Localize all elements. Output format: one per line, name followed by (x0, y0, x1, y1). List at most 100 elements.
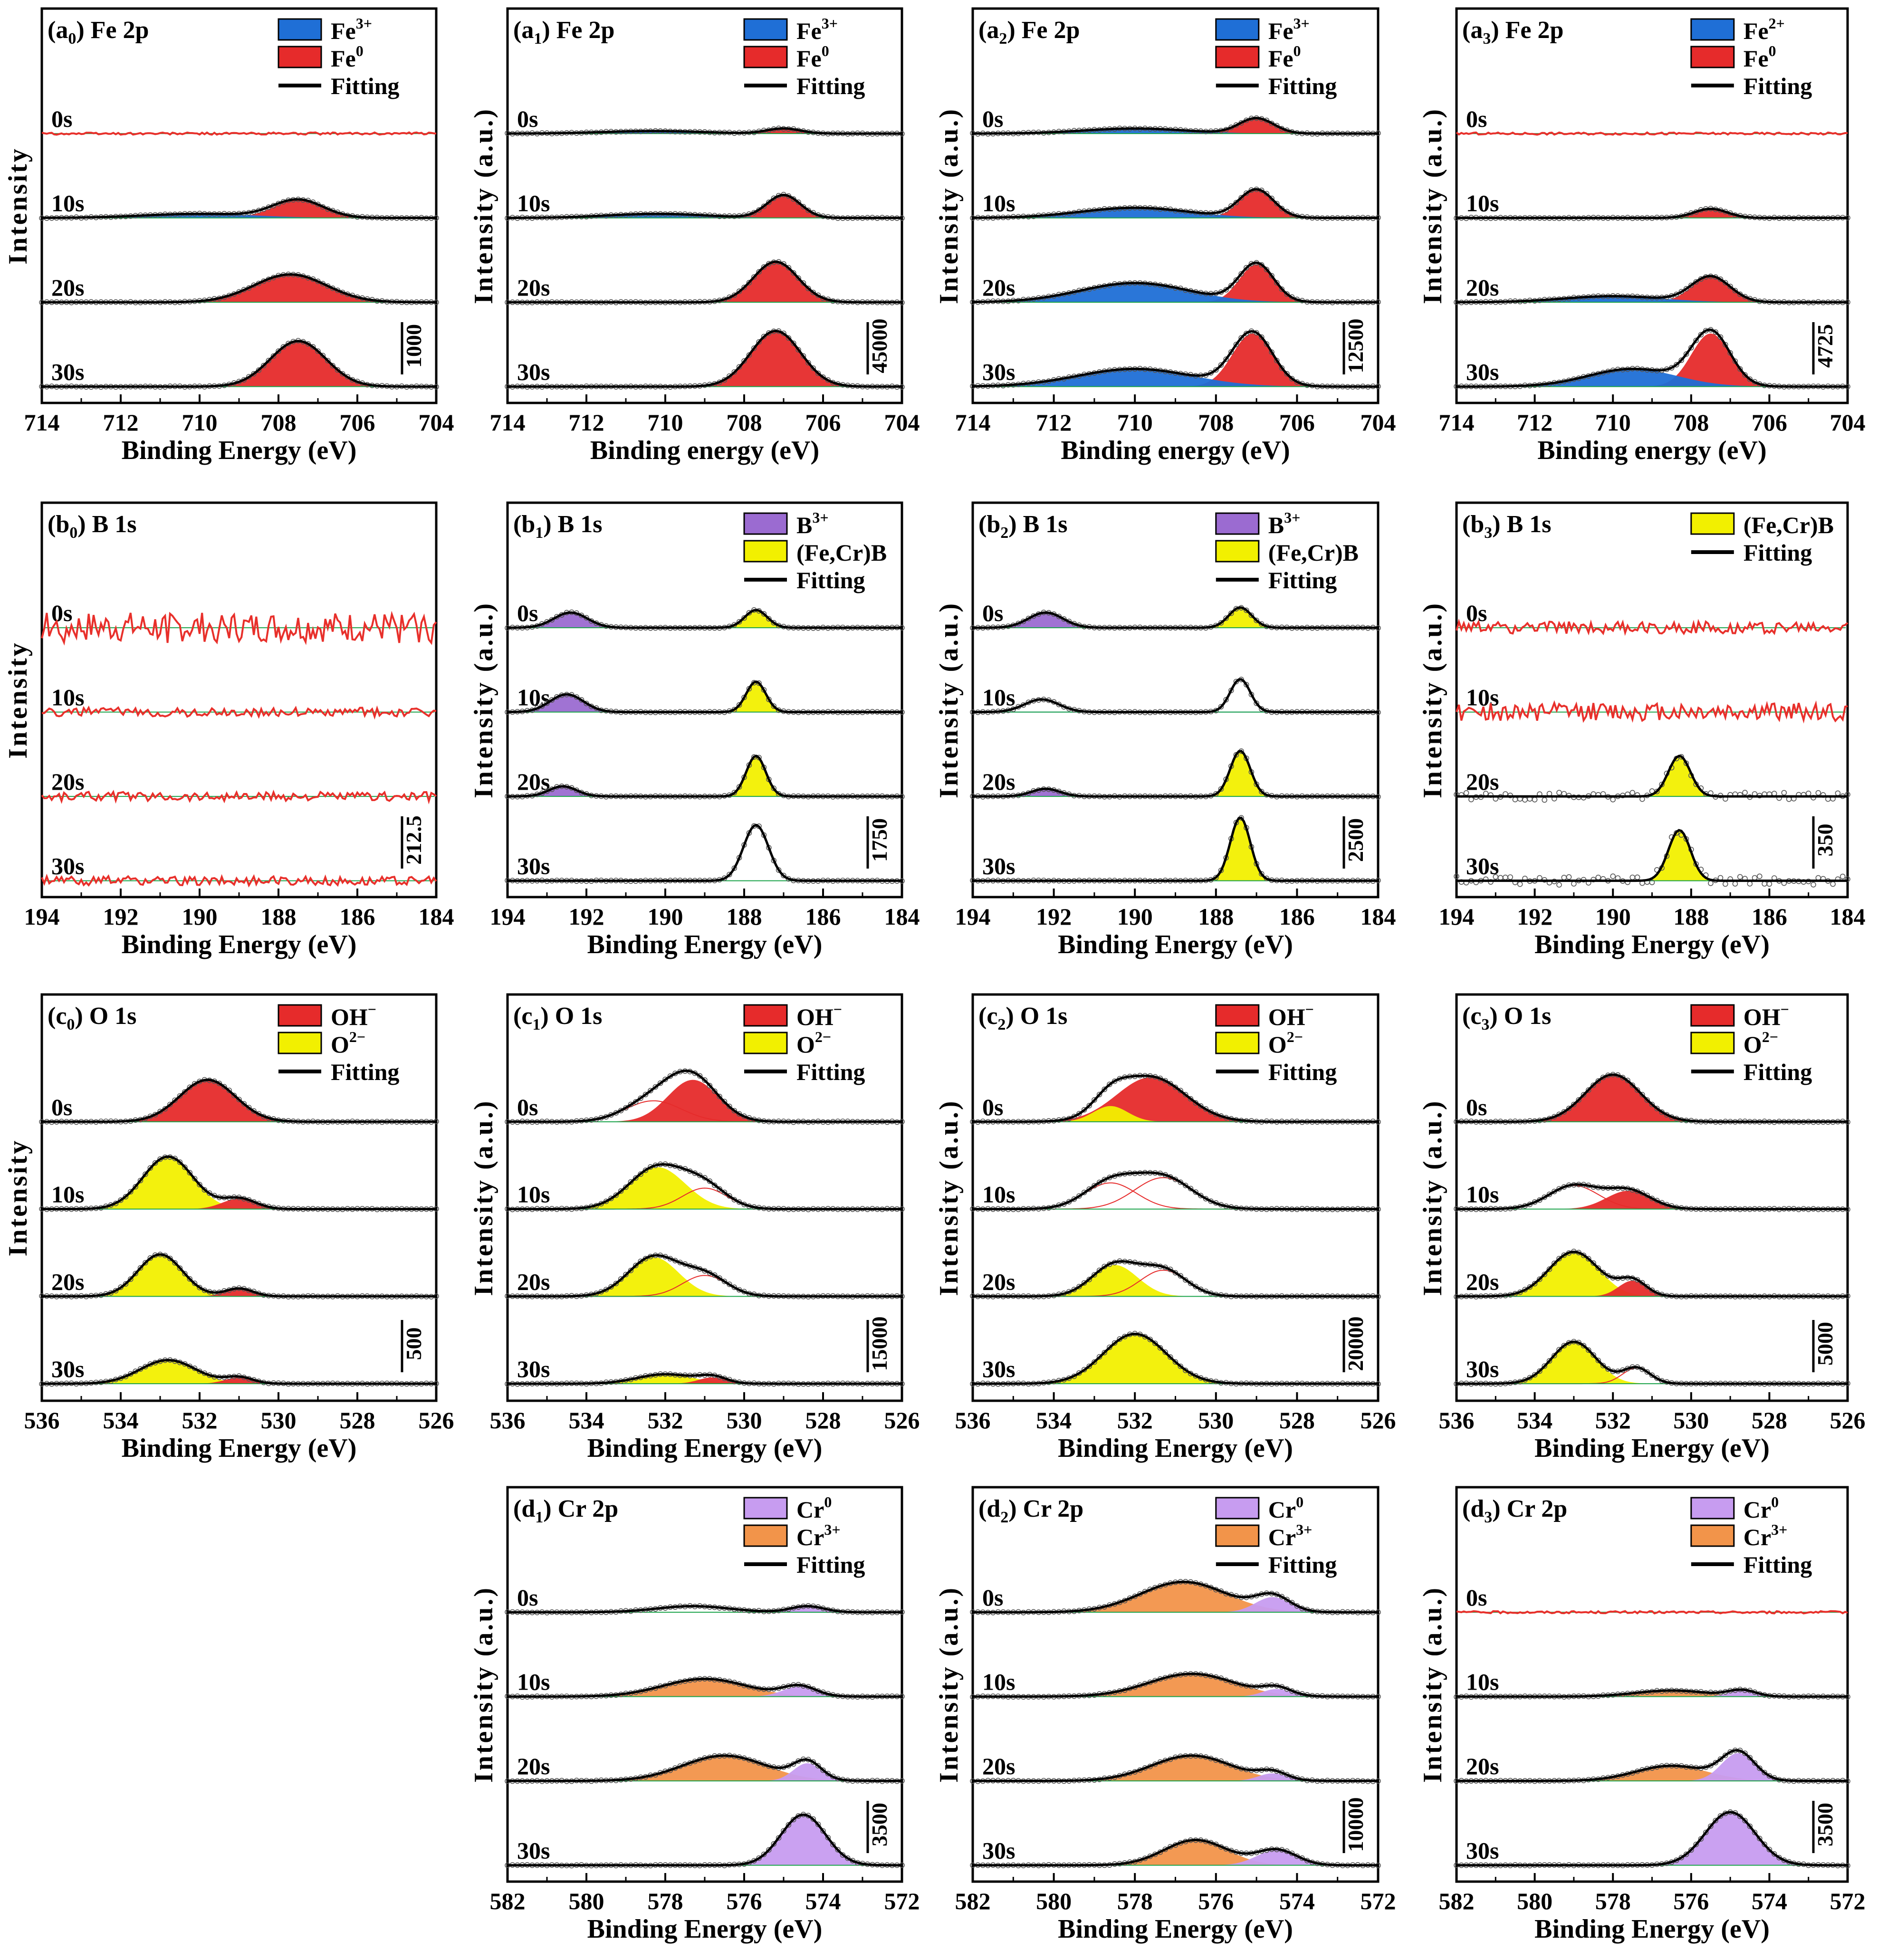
plot-frame (971, 7, 1380, 404)
x-tick-label: 536 (955, 1407, 991, 1434)
raw-data-point (1766, 1846, 1773, 1853)
raw-data-point (795, 347, 801, 353)
raw-data-point (1595, 1078, 1601, 1084)
raw-spectrum (41, 789, 437, 804)
x-tick-label: 582 (955, 1888, 991, 1914)
raw-data-point (1708, 880, 1714, 886)
raw-data-point (1532, 1372, 1538, 1378)
fitting-envelope (973, 1171, 1378, 1211)
time-label: 20s (1466, 1753, 1499, 1779)
x-tick-label: 532 (648, 1407, 683, 1434)
raw-data-point (751, 274, 757, 280)
raw-data-point (1698, 1836, 1704, 1842)
x-tick-label: 536 (1439, 1407, 1475, 1434)
raw-data-point (340, 371, 345, 377)
fitting-envelope (1456, 1811, 1848, 1867)
raw-data-point (1576, 1097, 1581, 1103)
x-tick-label: 576 (1198, 1888, 1234, 1914)
raw-data-point (1213, 367, 1219, 373)
fitting-envelope (508, 193, 902, 220)
spectrum-10s: 10s (505, 190, 905, 221)
raw-data-point (815, 370, 821, 376)
raw-data-point (741, 285, 747, 290)
raw-data-point (1218, 362, 1224, 368)
raw-data-point (1503, 874, 1508, 880)
raw-data-point (1629, 874, 1636, 880)
raw-data-point (261, 363, 267, 369)
component-peak (973, 283, 1378, 303)
time-label: 10s (517, 190, 550, 217)
raw-data-point (1674, 362, 1679, 368)
raw-data-point (137, 1177, 144, 1184)
time-label: 30s (517, 359, 550, 385)
raw-data-point (1279, 365, 1285, 371)
raw-data-point (167, 1101, 173, 1108)
raw-data-point (1610, 797, 1616, 803)
legend-label: Cr3+ (1744, 1521, 1788, 1550)
raw-data-point (1244, 331, 1249, 336)
component-peak (508, 128, 902, 134)
raw-data-point (118, 1197, 124, 1203)
raw-data-point (1223, 356, 1229, 362)
spectrum-10s: 10s (970, 677, 1381, 716)
y-axis-label: Intensity (3, 1139, 33, 1257)
panel-label: (c0) O 1s (48, 1003, 136, 1033)
component-peak (973, 264, 1378, 303)
component-outline (973, 679, 1378, 713)
fitting-envelope (42, 273, 436, 304)
raw-data-point (1556, 1256, 1562, 1262)
x-tick-label: 190 (648, 903, 683, 930)
time-label: 0s (1466, 1094, 1487, 1120)
raw-data-point (751, 345, 757, 351)
x-tick-label: 532 (182, 1407, 218, 1434)
raw-data-point (266, 357, 272, 363)
time-label: 30s (982, 1837, 1015, 1864)
raw-data-point (544, 700, 550, 706)
fitting-envelope (508, 1677, 902, 1698)
raw-data-point (1081, 1280, 1087, 1286)
plot-frame (40, 501, 438, 899)
raw-data-point (1649, 880, 1655, 885)
raw-data-point (152, 1160, 158, 1166)
spectrum-20s: 20s (1454, 1249, 1850, 1300)
x-tick-label: 188 (1198, 903, 1234, 930)
x-tick-label: 534 (569, 1407, 604, 1434)
legend-label: Fe3+ (1268, 15, 1310, 44)
raw-data-point (1781, 790, 1787, 796)
time-label: 0s (517, 1094, 538, 1120)
x-axis-label: Binding Energy (eV) (122, 436, 357, 465)
component-peak (508, 331, 902, 387)
raw-data-point (1747, 1823, 1753, 1829)
raw-data-point (1698, 332, 1704, 338)
x-axis-label: Binding Energy (eV) (1058, 1434, 1293, 1463)
component-peak (508, 1606, 902, 1613)
raw-data-point (1629, 790, 1636, 796)
legend-label: Fitting (1744, 539, 1812, 566)
time-label: 0s (51, 105, 72, 132)
raw-data-point (1683, 1851, 1689, 1857)
spectrum-0s: 0s (1454, 1071, 1850, 1125)
legend-label: Fitting (796, 567, 865, 593)
fitting-envelope (508, 1163, 902, 1211)
x-tick-label: 712 (1517, 409, 1552, 436)
plot-frame (1455, 7, 1849, 404)
raw-data-point (1172, 1359, 1179, 1365)
raw-data-point (1644, 1369, 1650, 1375)
time-label: 20s (1466, 1268, 1499, 1295)
raw-data-point (800, 280, 806, 286)
raw-data-point (177, 1093, 183, 1099)
spectrum-0s: 0s (970, 600, 1381, 631)
fitting-envelope (1456, 829, 1848, 882)
raw-data-point (187, 1276, 193, 1282)
panel-label: (d1) Cr 2p (513, 1495, 618, 1526)
legend-swatch (1215, 1004, 1260, 1027)
raw-data-point (766, 1847, 772, 1853)
time-label: 30s (1466, 853, 1499, 880)
raw-data-point (1757, 1765, 1763, 1771)
raw-data-point (776, 1835, 782, 1841)
raw-data-point (618, 1188, 624, 1194)
fitting-envelope (508, 260, 902, 304)
raw-data-point (1168, 1080, 1173, 1087)
